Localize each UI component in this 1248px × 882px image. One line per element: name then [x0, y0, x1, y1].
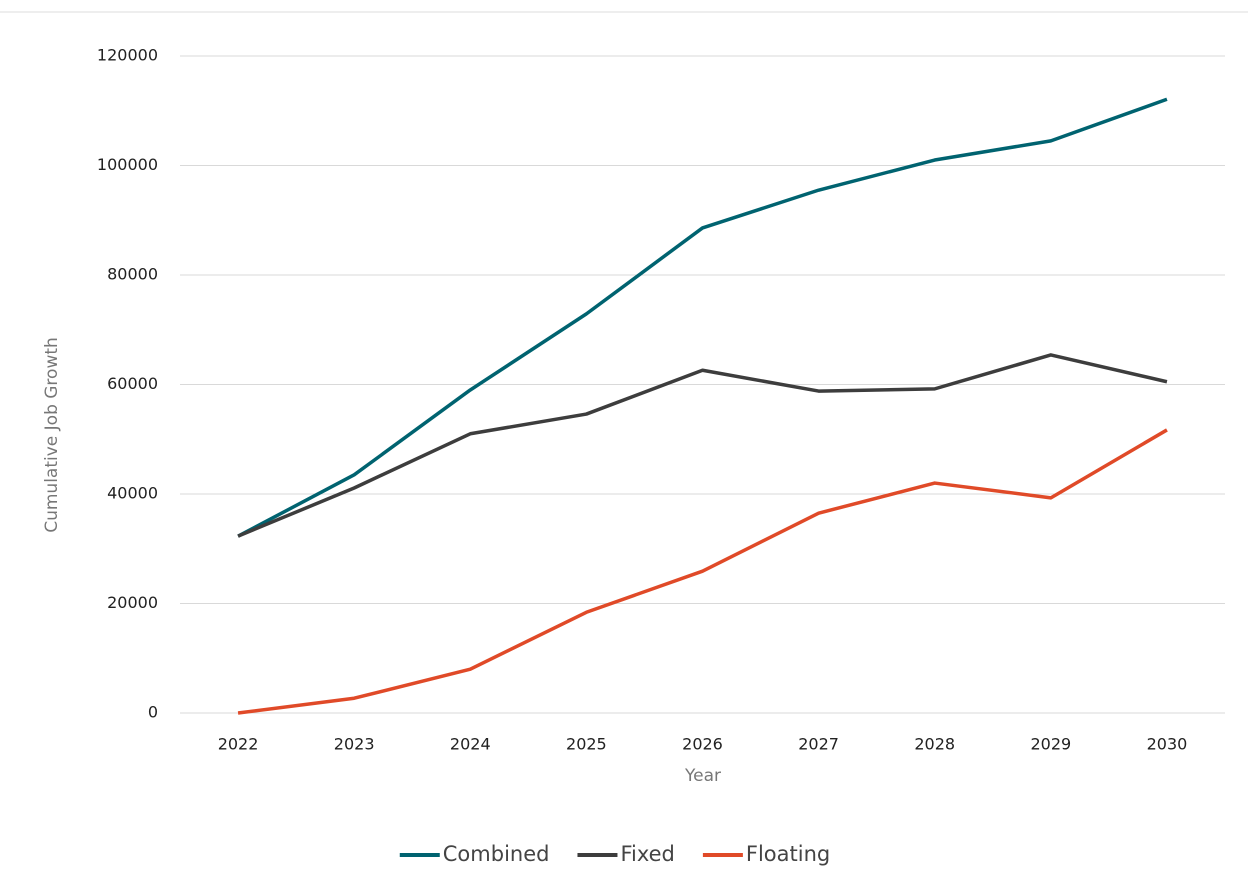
y-tick-label: 80000	[107, 265, 158, 284]
series-line	[237, 428, 1168, 715]
y-tick-label: 40000	[107, 484, 158, 503]
x-tick-label: 2030	[1147, 735, 1188, 754]
y-tick-label: 20000	[107, 593, 158, 612]
y-tick-label: 100000	[97, 155, 158, 174]
series-line	[237, 97, 1168, 538]
x-tick-label: 2028	[914, 735, 955, 754]
y-tick-label: 0	[148, 703, 158, 722]
series-line	[237, 353, 1168, 538]
y-axis-title: Cumulative Job Growth	[42, 337, 62, 533]
x-tick-label: 2025	[566, 735, 607, 754]
x-tick-label: 2027	[798, 735, 839, 754]
legend-label: Fixed	[620, 842, 674, 866]
legend-label: Combined	[443, 842, 550, 866]
x-tick-label: 2023	[334, 735, 375, 754]
x-axis-title: Year	[684, 766, 721, 786]
y-tick-label: 60000	[107, 374, 158, 393]
x-tick-label: 2022	[218, 735, 259, 754]
x-tick-label: 2024	[450, 735, 491, 754]
x-tick-label: 2026	[682, 735, 723, 754]
y-tick-label: 120000	[97, 46, 158, 65]
legend-label: Floating	[746, 842, 830, 866]
x-tick-label: 2029	[1030, 735, 1071, 754]
